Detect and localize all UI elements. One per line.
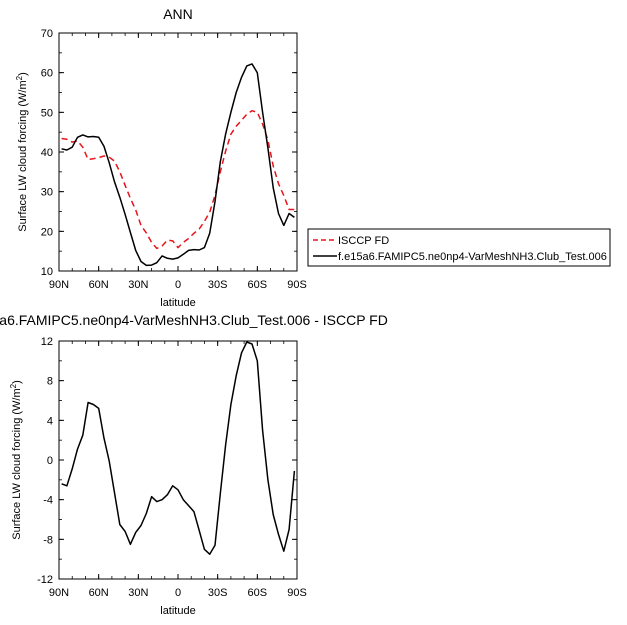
top-y-tick-label: 70	[41, 28, 53, 40]
top-x-tick-label: 30S	[208, 279, 228, 291]
bottom-plot-frame	[58, 340, 298, 580]
bottom-x-tick-label: 30N	[128, 587, 148, 599]
top-y-tick-label: 50	[41, 107, 53, 119]
bottom-y-tick-label: -8	[43, 534, 53, 546]
top-y-tick-label: 20	[41, 226, 53, 238]
bottom-x-tick-label: 0	[175, 587, 181, 599]
top-x-tick-label: 90S	[287, 279, 307, 291]
top-x-axis-label: latitude	[160, 297, 195, 309]
top-chart-title: ANN	[163, 6, 193, 22]
top-panel: ANN 10 20 30 40 50 60 70 90N 60N 30N 0 30S 60S 90S la…	[15, 6, 307, 309]
top-y-tick-label: 40	[41, 147, 53, 159]
bottom-x-tick-label: 60S	[248, 587, 268, 599]
top-y-tick-label: 60	[41, 68, 53, 80]
top-y-tick-label: 10	[41, 266, 53, 278]
bottom-x-tick-label: 30S	[208, 587, 228, 599]
top-plot-frame	[58, 32, 298, 272]
bottom-x-axis-label: latitude	[160, 605, 195, 617]
bottom-y-tick-label: 8	[47, 376, 53, 388]
legend-label-model: f.e15a6.FAMIPC5.ne0np4-VarMeshNH3.Club_T…	[338, 251, 607, 263]
top-x-tick-label: 60S	[248, 279, 268, 291]
legend: ISCCP FD f.e15a6.FAMIPC5.ne0np4-VarMeshN…	[307, 228, 611, 267]
top-x-tick-label: 60N	[89, 279, 109, 291]
top-x-tick-label: 90N	[49, 279, 69, 291]
legend-box	[307, 228, 611, 267]
legend-label-isccp: ISCCP FD	[338, 235, 389, 247]
bottom-y-tick-label: -4	[43, 495, 53, 507]
bottom-y-axis-label: Surface LW cloud forcing (W/m2)	[9, 380, 23, 540]
bottom-x-tick-label: 90N	[49, 587, 69, 599]
bottom-panel: f.e15a6.FAMIPC5.ne0np4-VarMeshNH3.Club_T…	[0, 312, 388, 617]
top-y-axis-label: Surface LW cloud forcing (W/m2)	[15, 72, 29, 232]
bottom-x-tick-label: 90S	[287, 587, 307, 599]
bottom-y-tick-label: 4	[47, 415, 53, 427]
bottom-x-tick-label: 60N	[89, 587, 109, 599]
top-x-tick-label: 30N	[128, 279, 148, 291]
bottom-chart-title: f.e15a6.FAMIPC5.ne0np4-VarMeshNH3.Club_T…	[0, 312, 388, 328]
bottom-series-line-difference	[61, 341, 296, 555]
bottom-y-tick-label: 12	[41, 336, 53, 348]
top-series-line-isccp-fd	[61, 109, 295, 250]
top-y-tick-label: 30	[41, 187, 53, 199]
top-series-line-model	[61, 63, 295, 267]
bottom-y-tick-label: 0	[47, 455, 53, 467]
bottom-y-tick-label: -12	[37, 574, 53, 586]
top-x-tick-label: 0	[175, 279, 181, 291]
